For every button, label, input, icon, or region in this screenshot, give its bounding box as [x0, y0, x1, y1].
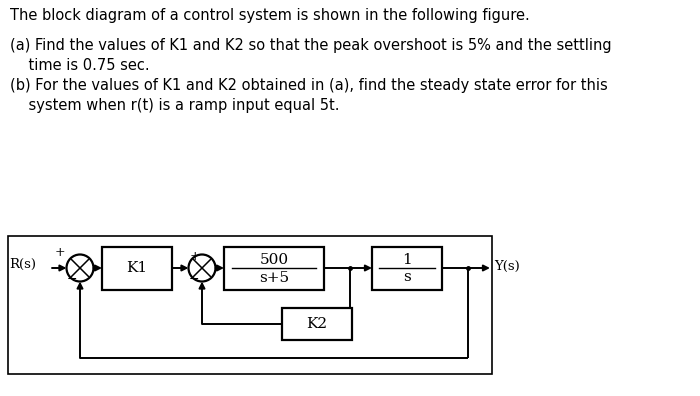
Text: 500: 500: [260, 253, 288, 267]
Text: −: −: [189, 273, 199, 286]
Circle shape: [188, 255, 216, 282]
Text: 1: 1: [402, 253, 412, 267]
Text: The block diagram of a control system is shown in the following figure.: The block diagram of a control system is…: [10, 8, 530, 23]
Text: (a) Find the values of K1 and K2 so that the peak overshoot is 5% and the settli: (a) Find the values of K1 and K2 so that…: [10, 38, 612, 53]
Circle shape: [66, 255, 94, 282]
Bar: [8, 236, 492, 374]
Text: +: +: [189, 250, 200, 263]
Text: Y(s): Y(s): [494, 259, 519, 272]
Text: s: s: [403, 270, 411, 284]
Text: time is 0.75 sec.: time is 0.75 sec.: [10, 58, 150, 73]
Text: K1: K1: [127, 261, 148, 275]
Bar: [102, 246, 172, 289]
Text: K2: K2: [307, 317, 328, 331]
Bar: [282, 308, 352, 340]
Text: s+5: s+5: [259, 270, 289, 284]
Text: R(s): R(s): [9, 257, 36, 270]
Text: +: +: [55, 246, 65, 259]
Text: −: −: [66, 273, 77, 286]
Bar: [372, 246, 442, 289]
Text: (b) For the values of K1 and K2 obtained in (a), find the steady state error for: (b) For the values of K1 and K2 obtained…: [10, 78, 608, 93]
Text: system when r(t) is a ramp input equal 5t.: system when r(t) is a ramp input equal 5…: [10, 98, 340, 113]
Bar: [224, 246, 324, 289]
